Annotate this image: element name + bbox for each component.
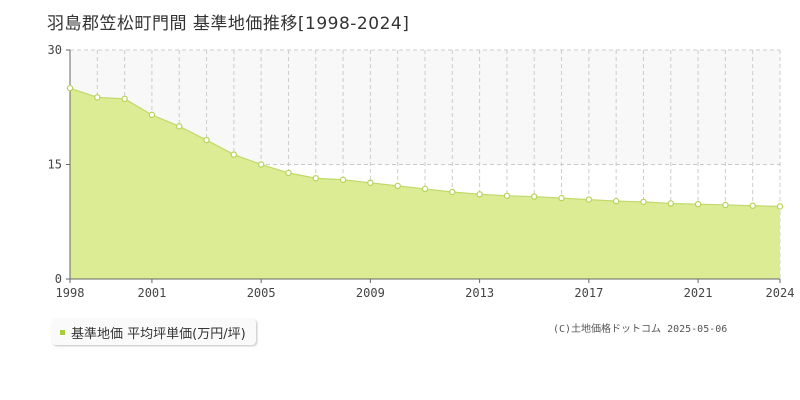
- x-tick-label: 1998: [56, 286, 85, 300]
- data-point: [230, 151, 238, 158]
- y-tick-label: 30: [48, 43, 62, 57]
- series-area: [70, 88, 780, 280]
- data-point: [585, 196, 593, 203]
- data-point: [203, 136, 210, 144]
- data-points: [66, 84, 784, 210]
- data-point: [667, 200, 674, 207]
- data-point: [503, 192, 511, 199]
- data-point: [722, 201, 729, 209]
- data-point: [394, 182, 401, 190]
- data-point: [612, 197, 620, 205]
- copyright-text: (C)土地価格ドットコム 2025-05-06: [553, 324, 728, 335]
- legend-swatch: [60, 329, 65, 335]
- data-point: [94, 94, 101, 101]
- data-point: [421, 185, 429, 193]
- data-point: [776, 203, 784, 210]
- y-tick-label: 15: [48, 158, 62, 172]
- data-point: [694, 200, 702, 208]
- x-tick-label: 2005: [247, 286, 276, 300]
- tick-labels: 0 15 30 1998 2001 2005 2009 2013 2017 2021 2024: [48, 43, 795, 300]
- data-point: [640, 198, 647, 206]
- data-point: [531, 193, 538, 200]
- x-tick-label: 2017: [574, 286, 603, 300]
- legend: 基準地価 平均坪単価(万円/坪): [52, 319, 256, 345]
- x-tick-label: 2021: [684, 286, 713, 300]
- data-point: [257, 161, 265, 168]
- data-point: [749, 202, 756, 209]
- legend-label: 基準地価 平均坪単価(万円/坪): [71, 326, 246, 342]
- data-point: [66, 84, 74, 92]
- data-point: [367, 179, 374, 187]
- data-point: [449, 188, 456, 196]
- data-point: [285, 169, 292, 177]
- data-point: [312, 175, 319, 182]
- y-tick-label: 0: [55, 272, 62, 286]
- x-tick-label: 2009: [356, 286, 385, 300]
- x-tick-label: 2024: [766, 286, 795, 300]
- data-point: [176, 123, 183, 130]
- x-tick-label: 2001: [137, 286, 166, 300]
- x-tick-label: 2013: [465, 286, 494, 300]
- data-point: [121, 95, 128, 103]
- data-point: [476, 191, 483, 198]
- data-point: [558, 194, 565, 202]
- data-point: [148, 111, 156, 119]
- chart-title: 羽島郡笠松町門間 基準地価推移[1998-2024]: [47, 14, 410, 34]
- data-point: [339, 176, 347, 183]
